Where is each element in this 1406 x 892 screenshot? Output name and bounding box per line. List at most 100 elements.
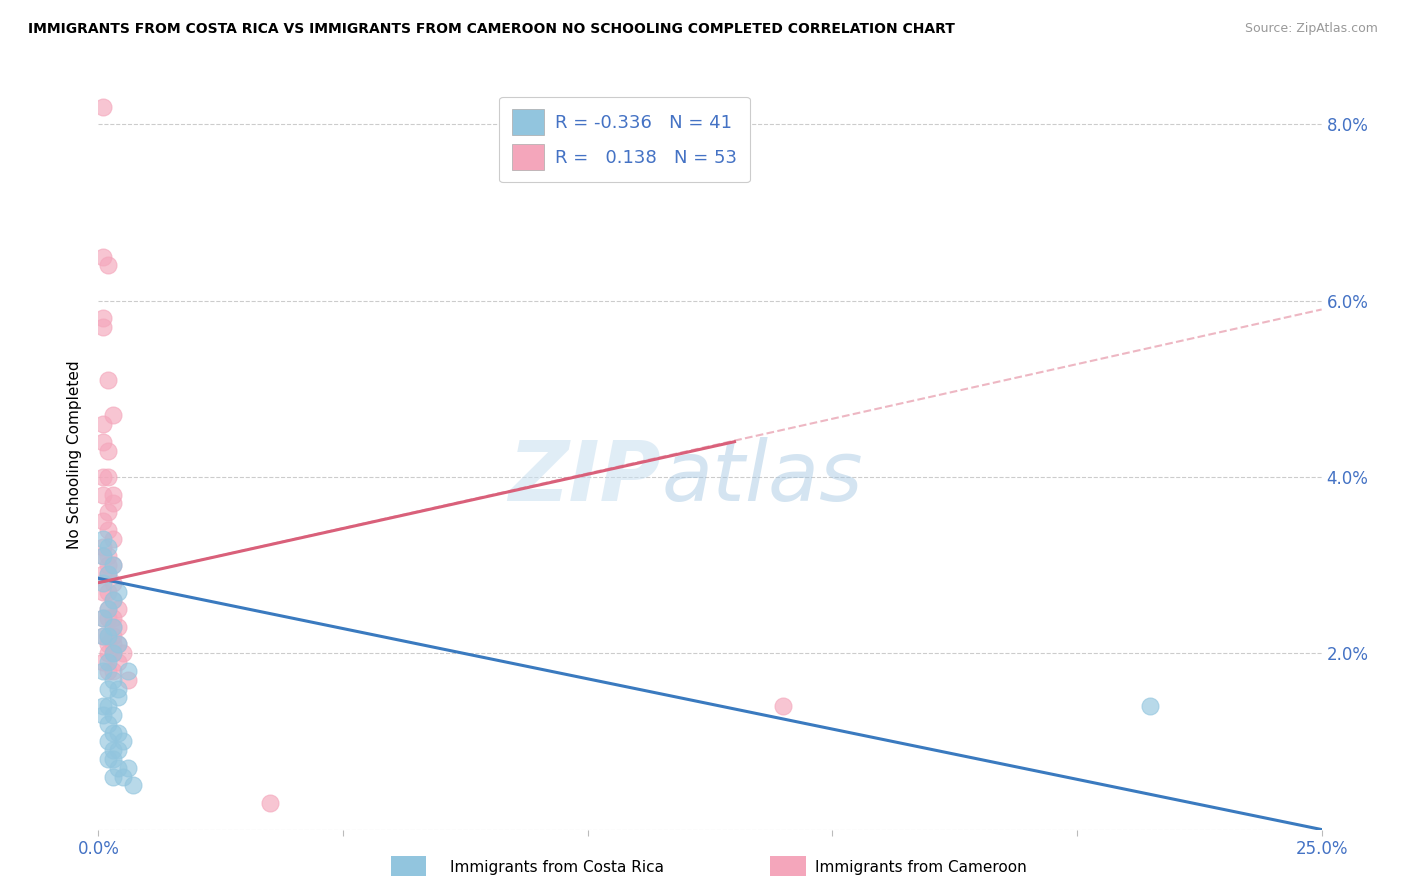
Point <box>97 655 120 669</box>
Point <box>107 655 129 669</box>
Text: IMMIGRANTS FROM COSTA RICA VS IMMIGRANTS FROM CAMEROON NO SCHOOLING COMPLETED CO: IMMIGRANTS FROM COSTA RICA VS IMMIGRANTS… <box>28 22 955 37</box>
Point <box>91 250 114 264</box>
Point <box>91 320 114 334</box>
Point <box>107 743 129 757</box>
Point <box>97 752 120 766</box>
Y-axis label: No Schooling Completed: No Schooling Completed <box>67 360 83 549</box>
Point <box>101 637 124 651</box>
Point <box>107 681 129 696</box>
Point <box>101 725 124 739</box>
Point <box>107 620 129 634</box>
Point <box>91 611 114 625</box>
Point <box>97 611 120 625</box>
Point <box>97 523 120 537</box>
Point <box>91 566 114 581</box>
Point <box>91 470 114 484</box>
Legend: R = -0.336   N = 41, R =   0.138   N = 53: R = -0.336 N = 41, R = 0.138 N = 53 <box>499 97 749 182</box>
Point <box>97 699 120 714</box>
Point <box>97 566 120 581</box>
Point <box>97 259 120 273</box>
Point <box>101 743 124 757</box>
Point <box>91 611 114 625</box>
Point <box>97 566 120 581</box>
Point <box>91 100 114 114</box>
Point <box>91 434 114 449</box>
Point <box>772 699 794 714</box>
Point <box>91 655 114 669</box>
Point <box>101 708 124 723</box>
Point <box>91 532 114 546</box>
Point <box>97 681 120 696</box>
Point <box>117 673 139 687</box>
Point <box>97 558 120 573</box>
Point <box>97 716 120 731</box>
Point <box>97 584 120 599</box>
Text: Immigrants from Cameroon: Immigrants from Cameroon <box>815 860 1028 874</box>
Point <box>91 311 114 326</box>
Point <box>101 593 124 607</box>
Point <box>101 664 124 678</box>
Point <box>117 664 139 678</box>
Point <box>97 637 120 651</box>
Point <box>117 761 139 775</box>
Point <box>121 779 143 793</box>
Point <box>97 602 120 616</box>
Point <box>97 373 120 387</box>
Point <box>101 558 124 573</box>
Point <box>91 629 114 643</box>
Point <box>97 505 120 519</box>
Point <box>91 417 114 431</box>
Point <box>91 549 114 564</box>
Text: Source: ZipAtlas.com: Source: ZipAtlas.com <box>1244 22 1378 36</box>
Point <box>111 646 134 660</box>
Point <box>91 549 114 564</box>
Point <box>91 487 114 501</box>
Point <box>97 549 120 564</box>
Point <box>97 443 120 458</box>
Point <box>101 629 124 643</box>
Point <box>91 699 114 714</box>
Point <box>91 708 114 723</box>
Point <box>111 734 134 748</box>
Point <box>97 629 120 643</box>
Point <box>91 541 114 555</box>
Point <box>97 541 120 555</box>
Text: ZIP: ZIP <box>509 437 661 518</box>
Text: atlas: atlas <box>661 437 863 518</box>
Point <box>101 496 124 510</box>
Point <box>101 409 124 423</box>
Point <box>107 584 129 599</box>
Point <box>91 664 114 678</box>
Point <box>111 770 134 784</box>
Point <box>259 796 281 810</box>
Point <box>97 646 120 660</box>
Point <box>97 602 120 616</box>
Point <box>97 664 120 678</box>
Point <box>101 646 124 660</box>
Point <box>101 575 124 590</box>
Point <box>101 770 124 784</box>
Point <box>101 620 124 634</box>
Point <box>101 752 124 766</box>
Point <box>91 584 114 599</box>
Point <box>107 761 129 775</box>
Point <box>101 611 124 625</box>
Point <box>97 470 120 484</box>
Point <box>101 646 124 660</box>
Point <box>91 575 114 590</box>
Point <box>101 487 124 501</box>
Point <box>107 725 129 739</box>
Point <box>107 602 129 616</box>
Text: Immigrants from Costa Rica: Immigrants from Costa Rica <box>450 860 664 874</box>
Point <box>91 629 114 643</box>
Point <box>91 514 114 528</box>
Point <box>101 558 124 573</box>
Point <box>101 593 124 607</box>
Point <box>107 637 129 651</box>
Point <box>101 620 124 634</box>
Point <box>101 673 124 687</box>
Point <box>101 532 124 546</box>
Point <box>97 629 120 643</box>
Point <box>97 734 120 748</box>
Point <box>107 690 129 705</box>
